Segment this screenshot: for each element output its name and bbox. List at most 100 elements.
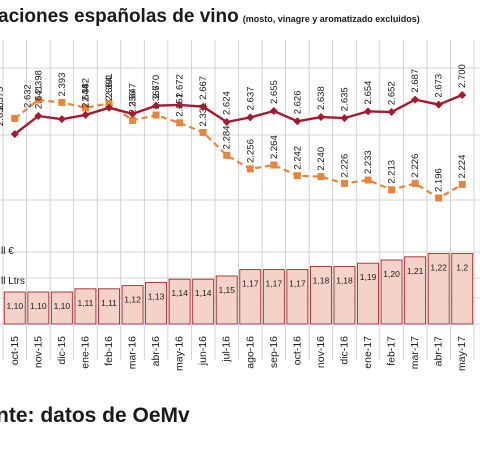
bar-dic-16 xyxy=(333,265,356,325)
price-label-feb-17: 2.213 xyxy=(387,160,398,184)
x-tick-sep-16: sep-16 xyxy=(268,336,280,368)
bar-label-may-17: 1,2 xyxy=(456,263,468,273)
price-label-nov-16: 2.240 xyxy=(316,147,327,171)
value-point-ago-16 xyxy=(246,113,255,122)
value-label-abr-16: 2.670 xyxy=(151,75,162,99)
value-label-ago-16: 2.637 xyxy=(245,87,256,111)
bar-label-nov-15: 1,10 xyxy=(30,301,47,311)
bar-label-nov-16: 1,18 xyxy=(313,275,330,285)
bar-feb-16 xyxy=(98,288,120,325)
bar-abr-17 xyxy=(427,253,450,325)
value-line xyxy=(14,93,463,136)
x-tick-ene-16: ene-16 xyxy=(79,336,91,369)
bar-jun-16 xyxy=(192,278,215,325)
value-label-feb-16: 2.664 xyxy=(104,77,115,101)
price-label-sep-16: 2.264 xyxy=(269,135,280,159)
x-tick-mar-17: mar-17 xyxy=(409,336,421,369)
price-label-ago-16: 2.256 xyxy=(245,139,256,163)
bar-label-feb-17: 1,20 xyxy=(383,269,400,279)
price-label-feb-16: 2.391 xyxy=(104,74,115,98)
legend-volume: ll Ltrs xyxy=(1,276,25,287)
bar-ene-17 xyxy=(357,262,379,325)
price-label-mar-17: 2.226 xyxy=(410,154,421,178)
price-point-nov-16 xyxy=(317,173,325,181)
value-label-jul-16: 2.624 xyxy=(222,91,233,115)
x-tick-ene-17: ene-17 xyxy=(362,336,374,369)
bar-label-dic-16: 1,18 xyxy=(336,275,353,285)
x-tick-dic-16: dic-16 xyxy=(338,336,350,365)
x-tick-may-17: may-17 xyxy=(456,336,468,371)
value-label-mar-16: 2.647 xyxy=(128,83,139,107)
price-label-dic-16: 2.226 xyxy=(339,154,350,178)
bar-mar-16 xyxy=(121,285,144,325)
value-point-mar-16 xyxy=(128,109,137,118)
value-label-nov-15: 2.641 xyxy=(33,85,44,109)
bar-label-abr-17: 1,22 xyxy=(430,263,447,273)
price-label-ene-17: 2.233 xyxy=(363,150,374,174)
chart-title-subtitle: (mosto, vinagre y aromatizado excluidos) xyxy=(242,14,420,24)
price-label-dic-15: 2.393 xyxy=(57,73,68,97)
value-point-dic-16 xyxy=(340,114,349,123)
value-point-jun-16 xyxy=(199,102,208,111)
value-label-may-16: 2.672 xyxy=(175,74,186,98)
value-point-sep-16 xyxy=(269,106,278,115)
bar-feb-17 xyxy=(380,259,403,325)
value-point-ene-17 xyxy=(364,107,373,116)
price-label-jun-16: 2.331 xyxy=(198,103,209,127)
price-label-oct-16: 2.242 xyxy=(292,146,303,170)
bar-label-oct-16: 1,17 xyxy=(289,279,306,289)
price-label-may-17: 2.224 xyxy=(457,155,468,179)
bar-label-dic-15: 1,10 xyxy=(54,301,71,311)
price-point-feb-17 xyxy=(388,186,396,194)
value-point-mar-17 xyxy=(411,95,420,104)
chart-title: aciones españolas de vino (mosto, vinagre… xyxy=(0,6,420,28)
price-label-abr-16: 2.367 xyxy=(151,85,162,109)
price-extra-label: 2.375 xyxy=(0,87,6,111)
price-label-ene-16: 2.382 xyxy=(80,78,91,102)
price-point-ene-17 xyxy=(364,176,372,184)
value-point-oct-15 xyxy=(10,130,19,139)
bar-label-mar-17: 1,21 xyxy=(407,266,424,276)
bar-abr-16 xyxy=(145,281,168,325)
value-point-abr-16 xyxy=(152,101,161,110)
bar-label-oct-15: 1,10 xyxy=(7,301,24,311)
price-point-jun-16 xyxy=(199,129,207,137)
value-point-nov-16 xyxy=(316,113,325,122)
bar-ene-16 xyxy=(74,288,97,325)
price-point-abr-16 xyxy=(152,111,160,119)
price-line xyxy=(14,98,463,200)
value-label-dic-16: 2.635 xyxy=(339,87,350,111)
value-label-oct-16: 2.626 xyxy=(292,91,303,115)
x-tick-abr-17: abr-17 xyxy=(433,336,445,367)
x-tick-jun-16: jun-16 xyxy=(197,336,209,366)
price-point-may-17 xyxy=(458,180,466,188)
value-extra-label: 2.630 xyxy=(0,102,6,126)
bar-dic-15 xyxy=(50,291,73,325)
value-label-jun-16: 2.667 xyxy=(198,76,209,100)
bar-oct-16 xyxy=(286,269,309,325)
bar-sep-16 xyxy=(262,269,285,325)
bar-label-may-16: 1,14 xyxy=(171,288,188,298)
price-label-abr-17: 2.196 xyxy=(434,168,445,192)
price-label-jul-16: 2.284 xyxy=(222,126,233,150)
source-note: nte: datos de OeMv xyxy=(0,404,190,427)
value-extra-label: 2.632 xyxy=(22,84,33,108)
price-point-may-16 xyxy=(176,119,184,127)
price-point-oct-16 xyxy=(293,172,301,180)
price-point-mar-17 xyxy=(411,179,419,187)
bar-may-16 xyxy=(168,278,191,325)
bar-label-abr-16: 1,13 xyxy=(148,291,165,301)
price-point-dic-16 xyxy=(340,179,348,187)
price-point-ago-16 xyxy=(246,165,254,173)
bar-label-jul-16: 1,15 xyxy=(218,285,235,295)
x-tick-dic-15: dic-15 xyxy=(56,336,68,365)
bar-may-17 xyxy=(451,253,474,325)
value-point-feb-17 xyxy=(387,108,396,117)
value-point-nov-15 xyxy=(34,111,43,120)
bar-label-ago-16: 1,17 xyxy=(242,279,259,289)
bar-label-jun-16: 1,14 xyxy=(195,288,212,298)
x-tick-mar-16: mar-16 xyxy=(127,336,139,369)
x-tick-may-16: may-16 xyxy=(174,336,186,371)
x-tick-feb-16: feb-16 xyxy=(103,336,115,366)
value-point-oct-16 xyxy=(293,117,302,126)
